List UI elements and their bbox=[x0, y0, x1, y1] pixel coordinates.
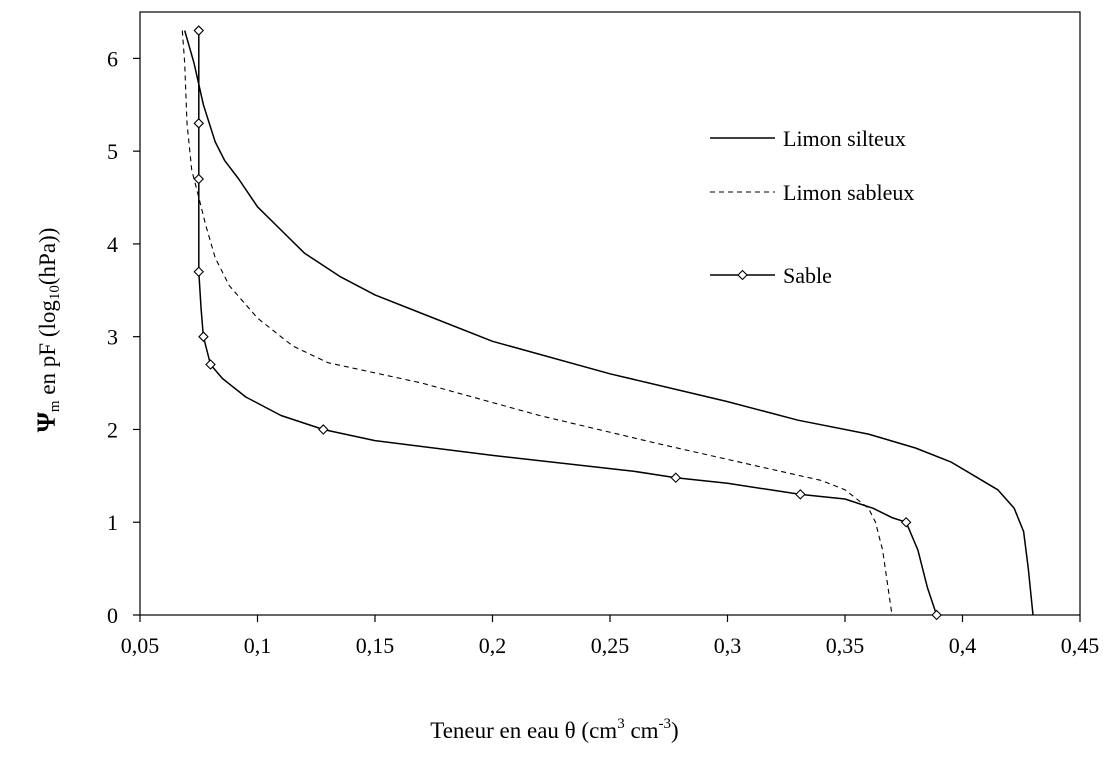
plot-area-frame bbox=[139, 11, 1081, 616]
x-tick-label: 0,2 bbox=[479, 633, 507, 658]
x-tick-label: 0,3 bbox=[714, 633, 742, 658]
data-point-sable bbox=[198, 331, 209, 342]
x-tick-label: 0,35 bbox=[826, 633, 865, 658]
data-point-sable bbox=[193, 266, 205, 278]
data-point-sable bbox=[795, 489, 806, 500]
y-tick-label: 4 bbox=[107, 232, 118, 257]
y-tick-label: 6 bbox=[107, 46, 118, 71]
x-tick-label: 0,15 bbox=[356, 633, 395, 658]
data-point-sable bbox=[318, 424, 329, 435]
series-line-limon-sableux bbox=[181, 30, 893, 616]
legend-label-limon-sableux: Limon sableux bbox=[783, 180, 914, 205]
axes: 0,05 0,1 0,15 0,2 0,25 0,3 0,35 0,4 0,45 0 1 2 3 4 5 6 bbox=[107, 46, 1099, 658]
y-tick-label: 2 bbox=[107, 417, 118, 442]
legend-label-sable: Sable bbox=[783, 263, 832, 288]
data-point-sable bbox=[193, 118, 205, 129]
data-point-sable bbox=[670, 472, 682, 483]
x-tick-label: 0,05 bbox=[121, 633, 160, 658]
y-axis-title: Ψm en pF (log10(hPa)) bbox=[32, 227, 63, 433]
x-tick-label: 0,45 bbox=[1061, 633, 1100, 658]
data-point-sable bbox=[931, 609, 942, 621]
x-tick-label: 0,1 bbox=[244, 633, 272, 658]
data-point-sable bbox=[193, 173, 205, 185]
series-layer bbox=[181, 25, 1034, 621]
series-line-sable bbox=[198, 30, 938, 616]
x-axis-title: Teneur en eau θ (cm3 cm-3) bbox=[430, 716, 679, 743]
y-tick-label: 1 bbox=[107, 510, 118, 535]
data-point-sable bbox=[900, 516, 912, 528]
y-tick-label: 3 bbox=[107, 325, 118, 350]
data-point-sable bbox=[193, 25, 205, 36]
data-point-sable bbox=[205, 359, 216, 370]
legend-marker-sable bbox=[737, 269, 748, 281]
legend-label-limon-silteux: Limon silteux bbox=[783, 126, 906, 151]
series-line-limon-silteux bbox=[183, 30, 1034, 616]
y-tick-label: 0 bbox=[107, 603, 118, 628]
x-tick-label: 0,4 bbox=[949, 633, 977, 658]
y-tick-label: 5 bbox=[107, 139, 118, 164]
legend: Limon silteux Limon sableux Sable bbox=[710, 126, 914, 288]
x-tick-label: 0,25 bbox=[591, 633, 630, 658]
